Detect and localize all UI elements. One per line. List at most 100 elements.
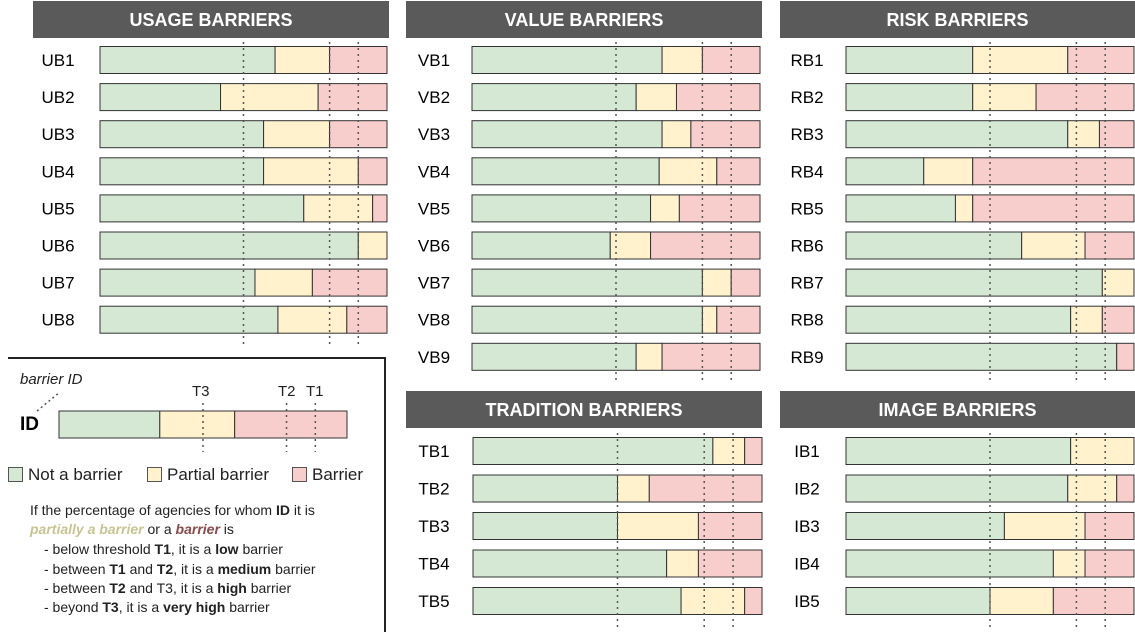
bar-rb9-barrier	[1116, 342, 1135, 371]
row-label-vb9: VB9	[418, 348, 450, 367]
row-label-vb5: VB5	[418, 199, 450, 218]
bar-ub6-not	[99, 231, 359, 260]
bar-ub8-not	[99, 305, 279, 334]
value-barriers-header	[406, 1, 762, 38]
bar-ib3-partial	[1003, 512, 1086, 540]
row-label-ub7: UB7	[41, 274, 74, 293]
bar-ib5-partial	[989, 587, 1054, 615]
bar-vb8-partial	[701, 305, 718, 334]
row-label-ub4: UB4	[41, 162, 74, 181]
bar-rb4-barrier	[972, 157, 1135, 186]
bar-rb5-barrier	[972, 194, 1135, 223]
row-label-vb3: VB3	[418, 125, 450, 144]
bar-vb9-barrier	[661, 342, 761, 371]
bar-vb9-not	[471, 342, 637, 371]
row-label-vb2: VB2	[418, 88, 450, 107]
bar-ub5-not	[99, 194, 305, 223]
bar-ub2-barrier	[317, 83, 388, 112]
image-barriers-header	[780, 391, 1135, 428]
bar-rb4-partial	[923, 157, 974, 186]
bar-vb5-partial	[650, 194, 680, 223]
example-bar-partial	[159, 410, 236, 439]
bar-rb6-barrier	[1084, 231, 1135, 260]
row-label-vb1: VB1	[418, 51, 450, 70]
row-label-rb2: RB2	[790, 88, 823, 107]
row-label-tb1: TB1	[418, 442, 449, 461]
bar-ub3-barrier	[329, 120, 388, 149]
row-label-ub2: UB2	[41, 88, 74, 107]
row-label-rb5: RB5	[790, 199, 823, 218]
bar-tb1-barrier	[744, 437, 763, 465]
row-label-ub5: UB5	[41, 199, 74, 218]
bar-tb5-not	[472, 587, 682, 615]
row-label-ub6: UB6	[41, 237, 74, 256]
row-label-ub3: UB3	[41, 125, 74, 144]
row-label-vb8: VB8	[418, 311, 450, 330]
bar-ib4-barrier	[1084, 549, 1135, 578]
legend-box	[8, 357, 386, 632]
bar-rb2-barrier	[1035, 83, 1135, 112]
bar-vb3-partial	[661, 120, 692, 149]
tradition-barriers-header	[406, 391, 762, 428]
tradition-barriers-title: TRADITION BARRIERS	[486, 400, 683, 420]
bar-ib3-barrier	[1084, 512, 1135, 540]
bar-ub2-partial	[220, 83, 319, 112]
bar-tb3-not	[472, 512, 618, 540]
bar-tb1-partial	[712, 437, 746, 465]
bar-tb3-partial	[617, 512, 699, 540]
row-label-vb6: VB6	[418, 237, 450, 256]
bar-vb2-not	[471, 83, 637, 112]
bar-vb6-partial	[609, 231, 652, 260]
bar-rb2-partial	[972, 83, 1037, 112]
row-label-rb1: RB1	[790, 51, 823, 70]
bar-rb1-not	[845, 46, 974, 74]
bar-vb8-barrier	[716, 305, 761, 334]
bar-vb4-partial	[658, 157, 718, 186]
bar-tb1-not	[472, 437, 714, 465]
bar-tb4-barrier	[697, 549, 763, 578]
bar-ub7-barrier	[311, 268, 388, 297]
bar-ub7-partial	[254, 268, 313, 297]
bar-ib4-partial	[1052, 549, 1086, 578]
row-label-ib4: IB4	[794, 555, 820, 574]
row-label-tb4: TB4	[418, 555, 449, 574]
bar-ib1-not	[845, 437, 1072, 465]
bar-vb1-partial	[661, 46, 703, 74]
bar-rb9-not	[845, 342, 1118, 371]
bar-vb7-partial	[701, 268, 732, 297]
bar-vb3-barrier	[690, 120, 761, 149]
bar-tb5-partial	[680, 587, 746, 615]
row-label-ib5: IB5	[794, 592, 820, 611]
example-bar-barrier	[234, 410, 348, 439]
row-label-rb9: RB9	[790, 348, 823, 367]
bar-rb6-partial	[1021, 231, 1086, 260]
bar-ub4-not	[99, 157, 265, 186]
bar-rb1-barrier	[1067, 46, 1135, 74]
row-label-ib3: IB3	[794, 517, 820, 536]
row-label-rb8: RB8	[790, 311, 823, 330]
row-label-ib2: IB2	[794, 480, 820, 499]
bar-rb6-not	[845, 231, 1023, 260]
row-label-ib1: IB1	[794, 442, 820, 461]
bar-rb7-not	[845, 268, 1103, 297]
row-label-rb6: RB6	[790, 237, 823, 256]
row-label-ub8: UB8	[41, 311, 74, 330]
bar-vb9-partial	[635, 342, 663, 371]
bar-ub3-not	[99, 120, 265, 149]
bar-ub5-partial	[303, 194, 374, 223]
bar-rb8-barrier	[1101, 305, 1135, 334]
bar-rb8-not	[845, 305, 1072, 334]
image-barriers-title: IMAGE BARRIERS	[878, 400, 1036, 420]
bar-tb2-barrier	[648, 474, 763, 503]
row-label-rb7: RB7	[790, 274, 823, 293]
bar-ib2-barrier	[1116, 474, 1135, 503]
bar-vb3-not	[471, 120, 663, 149]
bar-ub8-barrier	[346, 305, 388, 334]
bar-ib3-not	[845, 512, 1005, 540]
row-label-ub1: UB1	[41, 51, 74, 70]
bar-ib5-not	[845, 587, 991, 615]
bar-vb2-partial	[635, 83, 677, 112]
row-label-rb3: RB3	[790, 125, 823, 144]
bar-ib2-partial	[1067, 474, 1118, 503]
row-label-tb3: TB3	[418, 517, 449, 536]
